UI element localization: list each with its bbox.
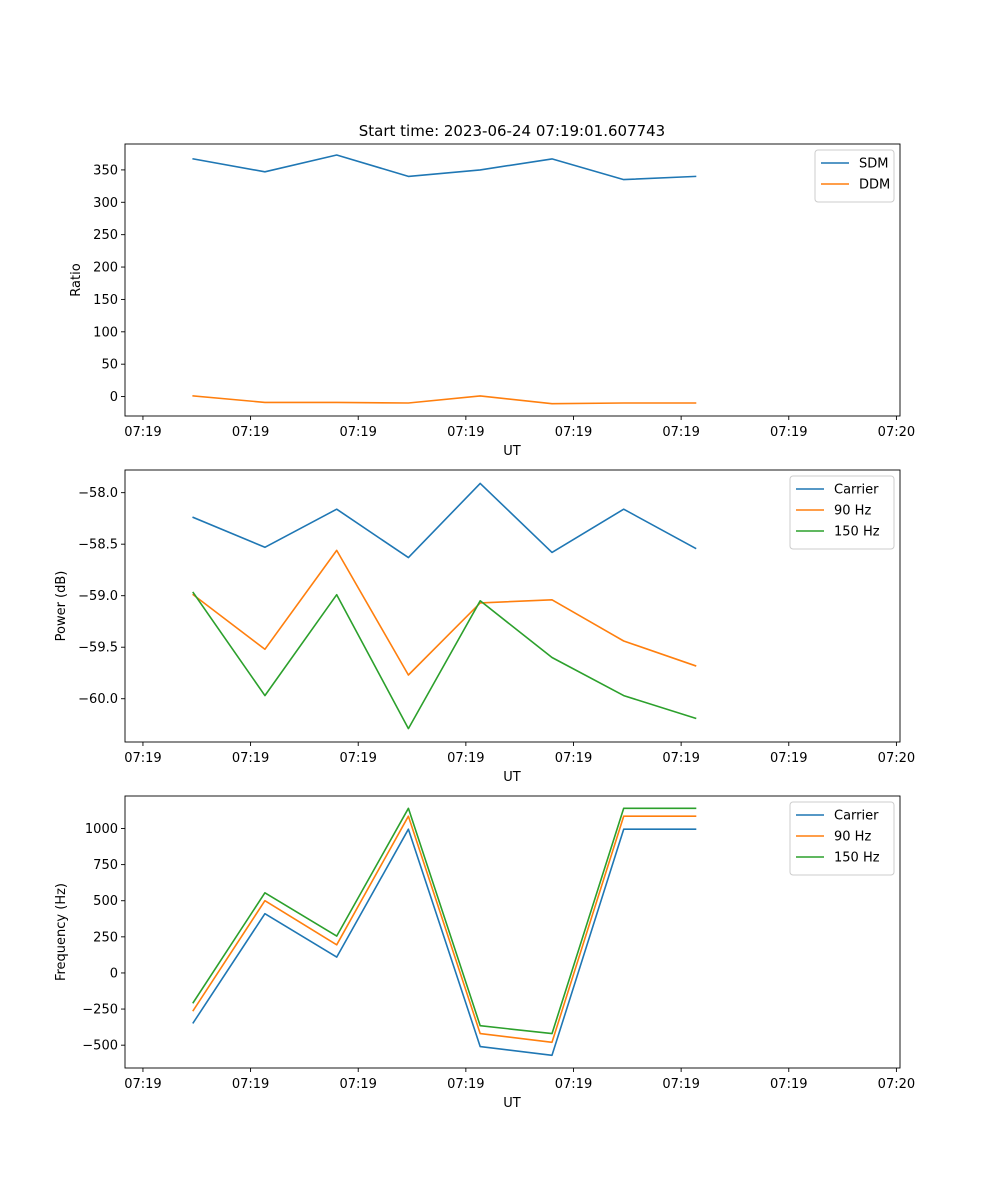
axes-frame (124, 143, 901, 417)
legend: SDM DDM (814, 149, 895, 203)
x-tick-label: 07:19 (339, 425, 376, 440)
chart-panel-3: −500 −250 0 250 500 750 1000 07:19 07:19 07:19 07:… (54, 795, 915, 1111)
y-tick-label: 350 (93, 163, 118, 178)
x-tick-label: 07:19 (555, 1077, 592, 1092)
y-tick-label: −58.0 (78, 486, 118, 501)
chart-panel-2: −60.0 −59.5 −59.0 −58.5 −58.0 07:19 07:19 07:19… (54, 469, 915, 785)
x-tick-label: 07:19 (662, 1077, 699, 1092)
y-tick-label: −59.5 (78, 641, 118, 656)
chart-panel-1: 0 50 100 150 200 250 300 350 07:19 07:19 07:19 07:1… (69, 143, 915, 459)
legend-label: 150 Hz (834, 525, 880, 540)
x-axis-label: UT (503, 1096, 521, 1111)
x-tick-label: 07:20 (878, 425, 915, 440)
x-tick-label: 07:19 (770, 751, 807, 766)
series-lines (192, 482, 697, 730)
series-lines (192, 807, 697, 1057)
y-tick-label: −59.0 (78, 589, 118, 604)
y-tick-label: 500 (93, 894, 118, 909)
axes-frame (124, 469, 901, 743)
series-line-ddm (192, 395, 697, 405)
x-tick-label: 07:19 (447, 425, 484, 440)
legend: Carrier 90 Hz 150 Hz (789, 475, 895, 550)
series-line-90-hz (192, 815, 697, 1044)
y-tick-label: 300 (93, 196, 118, 211)
y-tick-label: −250 (82, 1003, 118, 1018)
x-tick-label: 07:19 (124, 1077, 161, 1092)
x-tick-label: 07:20 (878, 1077, 915, 1092)
x-tick-label: 07:19 (662, 425, 699, 440)
y-tick-label: −500 (82, 1039, 118, 1054)
y-tick-label: 750 (93, 858, 118, 873)
series-line-sdm (192, 154, 697, 181)
x-tick-label: 07:19 (124, 751, 161, 766)
x-tick-label: 07:19 (555, 751, 592, 766)
x-axis-label: UT (503, 444, 521, 459)
y-tick-label: 100 (93, 325, 118, 340)
legend-label: Carrier (834, 809, 879, 824)
legend-label: 150 Hz (834, 851, 880, 866)
legend-label: DDM (859, 178, 890, 193)
x-tick-label: 07:19 (555, 425, 592, 440)
x-axis-label: UT (503, 770, 521, 785)
panels: 0 50 100 150 200 250 300 350 07:19 07:19 07:19 07:1… (54, 143, 915, 1111)
x-tick-label: 07:19 (339, 1077, 376, 1092)
x-tick-label: 07:19 (232, 425, 269, 440)
x-tick-label: 07:19 (770, 425, 807, 440)
y-tick-label: 0 (110, 966, 118, 981)
y-axis-label: Power (dB) (54, 571, 69, 642)
x-tick-label: 07:19 (662, 751, 699, 766)
y-tick-label: 1000 (85, 822, 118, 837)
y-axis-label: Ratio (69, 263, 84, 296)
legend: Carrier 90 Hz 150 Hz (789, 801, 895, 876)
y-tick-label: −58.5 (78, 538, 118, 553)
y-tick-label: 250 (93, 228, 118, 243)
figure-title: Start time: 2023-06-24 07:19:01.607743 (359, 122, 665, 140)
x-tick-label: 07:19 (232, 751, 269, 766)
x-tick-label: 07:19 (770, 1077, 807, 1092)
y-tick-label: 200 (93, 261, 118, 276)
legend-label: SDM (859, 157, 888, 172)
series-line-90-hz (192, 549, 697, 676)
y-tick-label: 150 (93, 293, 118, 308)
series-lines (192, 154, 697, 405)
series-line-carrier (192, 482, 697, 559)
x-tick-label: 07:19 (339, 751, 376, 766)
x-tick-label: 07:19 (447, 751, 484, 766)
series-line-150-hz (192, 807, 697, 1035)
axes-frame (124, 795, 901, 1069)
x-tick-label: 07:19 (232, 1077, 269, 1092)
y-tick-label: −60.0 (78, 692, 118, 707)
y-tick-label: 0 (110, 390, 118, 405)
y-axis-label: Frequency (Hz) (54, 883, 69, 981)
legend-label: 90 Hz (834, 504, 871, 519)
legend-label: 90 Hz (834, 830, 871, 845)
x-tick-label: 07:20 (878, 751, 915, 766)
series-line-150-hz (192, 591, 697, 730)
series-line-carrier (192, 828, 697, 1057)
y-tick-label: 250 (93, 930, 118, 945)
y-tick-label: 50 (101, 358, 118, 373)
x-tick-label: 07:19 (447, 1077, 484, 1092)
legend-label: Carrier (834, 483, 879, 498)
x-tick-label: 07:19 (124, 425, 161, 440)
